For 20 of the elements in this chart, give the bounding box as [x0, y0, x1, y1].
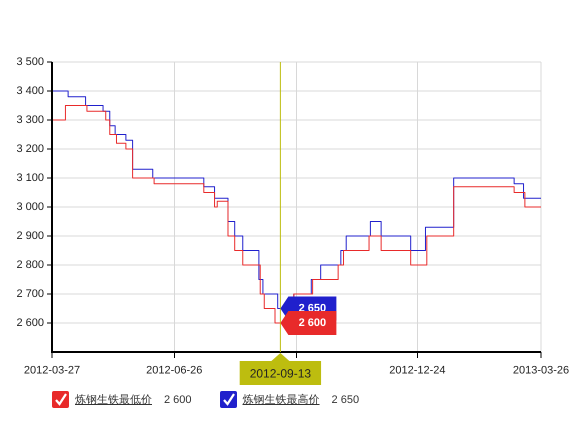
x-tick-label: 2013-03-26 — [512, 364, 570, 377]
y-tick-label: 3 300 — [16, 114, 44, 126]
y-tick-label: 3 400 — [16, 85, 44, 98]
legend-label: 炼钢生铁最低价 — [75, 393, 152, 407]
legend-label: 炼钢生铁最高价 — [242, 392, 320, 407]
ref-line-label: 2012-09-13 — [250, 366, 312, 380]
y-tick-label: 2 900 — [16, 230, 44, 242]
x-tick-label: 2012-03-27 — [24, 364, 80, 377]
y-tick-label: 2 800 — [16, 259, 44, 272]
y-tick-label: 2 600 — [16, 317, 44, 330]
y-tick-label: 3 100 — [16, 172, 44, 184]
x-tick-label: 2012-06-26 — [146, 364, 202, 377]
x-tick-label: 2012-12-24 — [389, 364, 446, 377]
text: 2 600 — [164, 394, 192, 406]
y-tick-label: 2 700 — [16, 288, 44, 300]
y-tick-label: 3 200 — [16, 143, 44, 156]
y-tick-label: 3 000 — [16, 201, 44, 214]
y-tick-label: 3 500 — [16, 56, 44, 68]
text: 2 650 — [332, 394, 360, 406]
annotation: 2 600 — [298, 317, 326, 330]
